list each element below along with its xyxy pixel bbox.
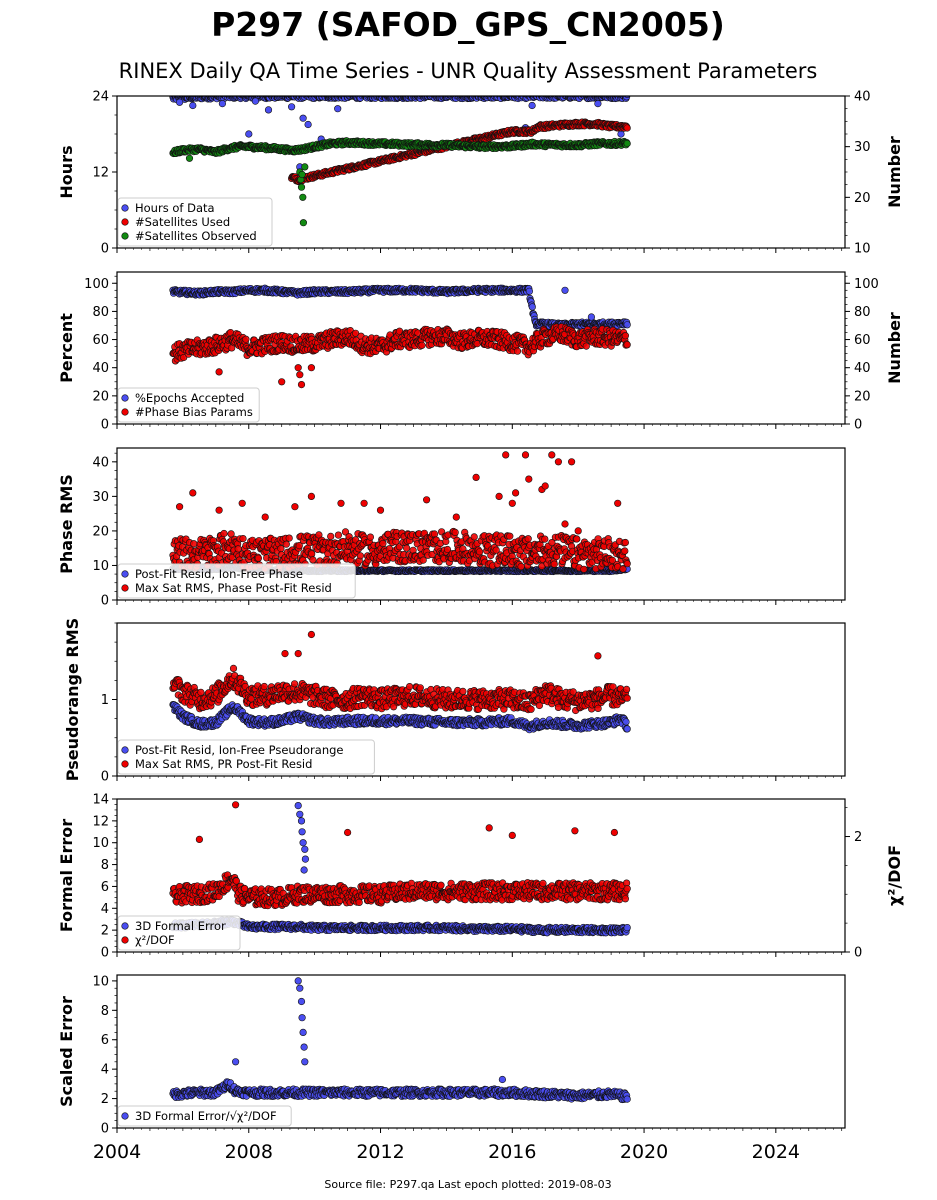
series-2 [288, 118, 631, 186]
legend-marker [121, 204, 129, 212]
y-axis-label: Hours [57, 145, 76, 198]
figure-subtitle: RINEX Daily QA Time Series - UNR Quality… [119, 59, 818, 83]
legend-marker [121, 408, 129, 416]
series-2 [169, 323, 631, 389]
data-point [623, 124, 631, 132]
outlier-point [176, 98, 184, 106]
outlier-point [251, 97, 259, 105]
y-tick-label: 40 [92, 361, 109, 376]
data-point [239, 534, 247, 543]
outlier-point [594, 99, 602, 108]
outlier-point [215, 368, 223, 376]
legend-label: #Phase Bias Params [135, 405, 253, 419]
outlier-point [296, 371, 304, 379]
data-point [473, 340, 481, 348]
y2-axis-label: Number [885, 312, 904, 384]
y-axis-label: Percent [57, 313, 76, 383]
y-tick-label: 60 [92, 333, 109, 348]
outlier-point [288, 103, 296, 111]
y2-tick-label: 80 [854, 305, 871, 320]
outlier-point [617, 130, 625, 138]
data-point [513, 347, 522, 355]
outlier-point [561, 286, 569, 294]
data-point [528, 303, 536, 311]
outlier-point [334, 105, 342, 113]
legend-marker [121, 232, 129, 240]
series-points [169, 451, 631, 576]
legend-label: %Epochs Accepted [135, 391, 244, 405]
outlier-point [185, 154, 194, 162]
data-point [285, 534, 293, 542]
data-point [582, 342, 590, 350]
outlier-point [301, 163, 309, 171]
legend-label: #Satellites Used [135, 215, 230, 229]
legend-label: #Satellites Observed [135, 229, 257, 243]
outlier-point [297, 381, 306, 389]
legend-marker [121, 218, 129, 226]
outlier-point [218, 99, 226, 108]
legend-label: Hours of Data [135, 201, 215, 215]
y-tick-label: 80 [92, 305, 109, 320]
data-point [277, 544, 285, 553]
data-point [220, 529, 228, 538]
panel-2: 0 20 40 60 80 100 0 20 40 60 80 100 Number Percent %Ep… [57, 271, 904, 433]
outlier-point [304, 120, 312, 129]
outlier-point [189, 101, 197, 110]
outlier-point [245, 130, 253, 138]
y2-tick-label: 40 [854, 90, 871, 105]
y2-tick-label: 30 [854, 140, 871, 155]
outlier-point [299, 219, 308, 227]
data-point [282, 540, 290, 548]
y2-tick-label: 10 [854, 242, 871, 257]
y-tick-label: 20 [92, 389, 109, 404]
outlier-point [298, 170, 306, 179]
series-points [169, 284, 631, 389]
y2-tick-label: 60 [854, 333, 871, 348]
y2-tick-label: 0 [854, 418, 862, 433]
y2-tick-label: 20 [854, 389, 871, 404]
outlier-point [264, 106, 273, 114]
y2-axis-label: Number [885, 136, 904, 208]
outlier-point [307, 364, 316, 372]
data-point [623, 321, 631, 329]
data-point [308, 550, 316, 558]
y-tick-label: 100 [84, 277, 109, 292]
outlier-point [278, 378, 286, 386]
figure-title: P297 (SAFOD_GPS_CN2005) [211, 5, 725, 44]
data-point [623, 139, 631, 148]
outlier-point [297, 183, 306, 191]
outlier-point [299, 114, 307, 122]
series-1 [169, 96, 631, 171]
series-2 [169, 451, 631, 573]
outlier-point [299, 193, 307, 201]
footer-source: Source file: P297.qa Last epoch plotted:… [324, 1178, 611, 1191]
data-point [623, 341, 631, 349]
legend: %Epochs Accepted#Phase Bias Params [117, 387, 260, 423]
y-tick-label: 0 [101, 418, 109, 433]
y-tick-label: 12 [92, 166, 109, 181]
y-tick-label: 24 [92, 90, 109, 105]
data-point [525, 287, 534, 295]
data-point [242, 335, 250, 343]
data-point [254, 554, 262, 562]
y-tick-label: 0 [101, 242, 109, 257]
outlier-point [587, 313, 596, 321]
legend-marker [121, 394, 129, 402]
legend: Hours of Data#Satellites Used#Satellites… [117, 197, 273, 247]
data-point [621, 332, 630, 340]
y2-tick-label: 20 [854, 191, 871, 206]
y2-tick-label: 40 [854, 361, 871, 376]
data-point [624, 96, 631, 98]
outlier-point [294, 364, 302, 372]
data-point [418, 341, 426, 349]
outlier-point [528, 101, 536, 110]
y2-tick-label: 100 [854, 277, 879, 292]
series-points [169, 96, 631, 227]
